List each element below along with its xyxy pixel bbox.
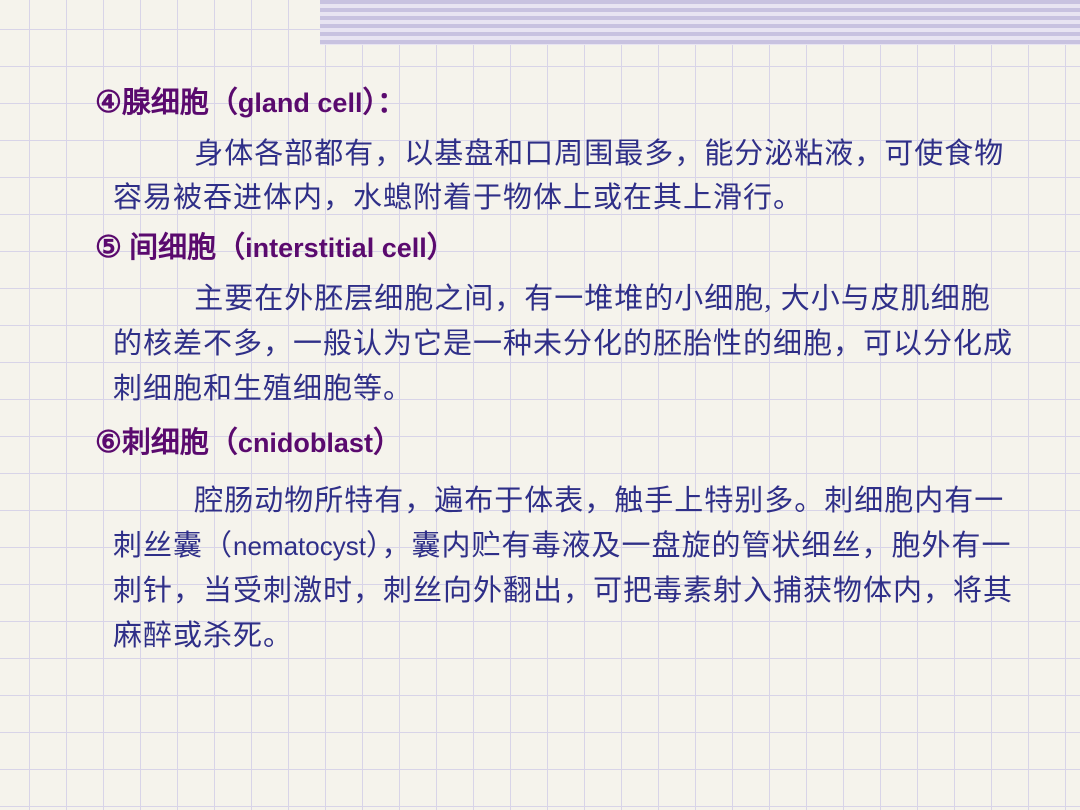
heading-4: ④腺细胞（gland cell）： — [95, 80, 1020, 126]
heading-6: ⑥刺细胞（cnidoblast） — [95, 420, 1020, 466]
heading-4-latin: gland cell — [238, 88, 363, 118]
body-5-text: 主要在外胚层细胞之间，有一堆堆的小细胞, 大小与皮肌细胞的核差不多，一般认为它是… — [113, 283, 1013, 405]
heading-4-suffix: ）： — [362, 87, 406, 119]
heading-6-latin: cnidoblast — [238, 428, 373, 458]
body-6-latin: nematocyst — [233, 531, 366, 561]
heading-5-suffix: ） — [427, 232, 456, 264]
heading-6-cn: 刺细胞（ — [122, 427, 238, 459]
heading-4-num: ④ — [95, 86, 122, 119]
body-6: 腔肠动物所特有，遍布于体表，触手上特别多。刺细胞内有一刺丝囊（nematocys… — [113, 479, 1020, 659]
body-5: 主要在外胚层细胞之间，有一堆堆的小细胞, 大小与皮肌细胞的核差不多，一般认为它是… — [113, 277, 1020, 412]
body-4: 身体各部都有，以基盘和口周围最多，能分泌粘液，可使食物容易被吞进体内，水螅附着于… — [113, 132, 1020, 222]
heading-5-latin: interstitial cell — [245, 233, 427, 263]
slide-content: ④腺细胞（gland cell）： 身体各部都有，以基盘和口周围最多，能分泌粘液… — [95, 80, 1020, 663]
heading-4-cn: 腺细胞（ — [122, 87, 238, 119]
heading-5-num: ⑤ — [95, 231, 122, 264]
heading-5-cn: 间细胞（ — [122, 232, 245, 264]
heading-6-num: ⑥ — [95, 426, 122, 459]
decorative-top-bar — [320, 0, 1080, 45]
heading-6-suffix: ） — [373, 427, 402, 459]
heading-5: ⑤ 间细胞（interstitial cell） — [95, 225, 1020, 271]
body-4-text: 身体各部都有，以基盘和口周围最多，能分泌粘液，可使食物容易被吞进体内，水螅附着于… — [113, 138, 1004, 215]
